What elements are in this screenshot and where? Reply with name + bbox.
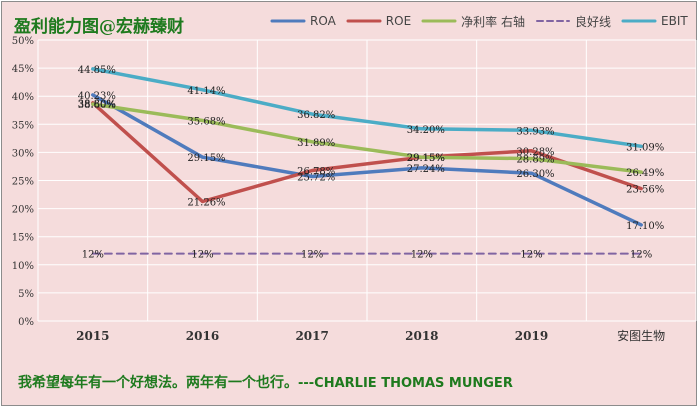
- data-label-benchmark: 12%: [191, 250, 213, 261]
- data-label-roa: 40.23%: [78, 91, 116, 102]
- legend-label: ROE: [385, 14, 412, 28]
- x-tick-label: 2017: [295, 329, 328, 343]
- data-label-roa: 17.10%: [626, 221, 664, 232]
- legend-swatch-ebit: [621, 19, 657, 23]
- legend-item-roa: ROA: [270, 14, 336, 28]
- series-line-roe: [91, 101, 643, 204]
- data-label-ebit: 34.20%: [407, 125, 445, 136]
- y-tick-label: 10%: [12, 261, 34, 272]
- x-tick-label: 2018: [405, 329, 438, 343]
- chart-title: 盈利能力图@宏赫臻财: [14, 17, 184, 37]
- legend-swatch-roe: [346, 19, 382, 23]
- series-line-ebit: [91, 67, 643, 149]
- y-tick-label: 50%: [12, 36, 34, 47]
- data-label-net_margin: 28.89%: [516, 155, 554, 166]
- data-label-ebit: 31.09%: [626, 142, 664, 153]
- data-label-roe: 38.80%: [78, 99, 116, 110]
- data-label-net_margin: 26.49%: [626, 168, 664, 179]
- data-label-roe: 30.28%: [516, 147, 554, 158]
- data-label-roa: 25.72%: [297, 172, 335, 183]
- legend-label: ROA: [310, 14, 336, 28]
- legend-swatch-net_margin: [421, 19, 457, 23]
- data-label-net_margin: 29.15%: [407, 153, 445, 164]
- y-tick-label: 40%: [12, 92, 34, 103]
- data-label-net_margin: 35.68%: [187, 116, 225, 127]
- data-label-ebit: 33.93%: [516, 126, 554, 137]
- legend-item-ebit: EBIT: [621, 14, 688, 28]
- legend-label: EBIT: [661, 14, 688, 28]
- data-label-benchmark: 12%: [630, 250, 652, 261]
- y-tick-label: 5%: [18, 289, 34, 300]
- data-label-roe: 26.78%: [297, 166, 335, 177]
- legend-swatch-benchmark: [535, 20, 570, 22]
- legend-label: 良好线: [574, 14, 611, 29]
- chart-legend: ROA ROE 净利率 右轴 良好线 EBIT: [270, 12, 698, 30]
- data-label-benchmark: 12%: [301, 250, 323, 261]
- x-tick-label: 2019: [515, 329, 548, 343]
- x-tick-label: 2015: [76, 329, 109, 343]
- series-line-net_margin: [91, 102, 643, 174]
- data-label-benchmark: 12%: [411, 250, 433, 261]
- data-label-benchmark: 12%: [520, 250, 542, 261]
- data-label-roa: 27.24%: [407, 164, 445, 175]
- legend-item-net_margin: 净利率 右轴: [421, 13, 525, 30]
- y-tick-label: 25%: [12, 177, 34, 188]
- data-label-roa: 26.30%: [516, 169, 554, 180]
- data-label-roe: 21.26%: [187, 198, 225, 209]
- data-label-net_margin: 38.60%: [78, 100, 116, 111]
- y-tick-label: 45%: [12, 64, 34, 75]
- legend-item-benchmark: 良好线: [535, 13, 611, 30]
- data-label-ebit: 44.85%: [78, 65, 116, 76]
- legend-item-roe: ROE: [346, 14, 411, 28]
- legend-swatch-roa: [270, 19, 306, 23]
- series-line-roa: [91, 93, 643, 227]
- y-tick-label: 15%: [12, 233, 34, 244]
- data-label-roe: 29.15%: [407, 153, 445, 164]
- legend-label: 净利率 右轴: [461, 14, 525, 29]
- footer-quote: 我希望每年有一个好想法。两年有一个也行。---CHARLIE THOMAS MU…: [18, 372, 513, 392]
- data-label-benchmark: 12%: [82, 250, 104, 261]
- data-label-ebit: 36.82%: [297, 110, 335, 121]
- data-label-ebit: 41.14%: [187, 86, 225, 97]
- data-label-net_margin: 31.89%: [297, 138, 335, 149]
- quote-chinese: 我希望每年有一个好想法。两年有一个也行。: [18, 375, 298, 391]
- y-tick-label: 30%: [12, 148, 34, 159]
- x-tick-label: 2016: [186, 329, 219, 343]
- y-tick-label: 20%: [12, 205, 34, 216]
- y-tick-label: 35%: [12, 120, 34, 131]
- data-label-roa: 29.15%: [187, 153, 225, 164]
- x-tick-label: 安图生物: [617, 328, 665, 343]
- y-tick-label: 0%: [18, 317, 34, 328]
- data-label-roe: 23.56%: [626, 185, 664, 196]
- quote-author: ---CHARLIE THOMAS MUNGER: [298, 376, 513, 391]
